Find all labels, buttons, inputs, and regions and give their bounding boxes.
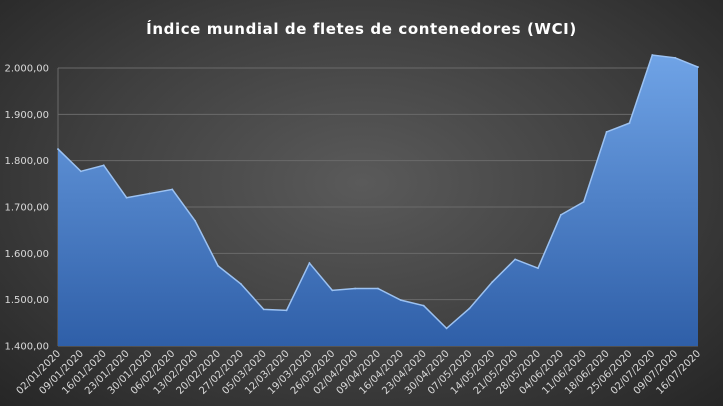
- y-tick-label: 2.000,00: [4, 64, 49, 75]
- data-point: [285, 309, 288, 312]
- series-area: [57, 54, 699, 346]
- data-point: [102, 164, 105, 167]
- data-point: [468, 307, 471, 310]
- data-point: [79, 170, 82, 173]
- data-point: [331, 289, 334, 292]
- data-point: [125, 196, 128, 199]
- data-point: [377, 287, 379, 290]
- data-point: [697, 66, 699, 68]
- area-fill: [58, 55, 698, 346]
- data-point: [171, 188, 174, 191]
- data-point: [559, 213, 562, 216]
- data-point: [239, 283, 242, 285]
- data-point: [674, 56, 677, 59]
- data-point: [217, 264, 219, 267]
- y-tick-label: 1.500,00: [4, 295, 49, 306]
- y-tick-label: 1.600,00: [4, 249, 49, 260]
- data-point: [445, 327, 448, 330]
- y-tick-label: 1.400,00: [4, 342, 49, 353]
- y-tick-label: 1.800,00: [4, 156, 49, 167]
- y-tick-label: 1.900,00: [4, 110, 49, 121]
- data-point: [57, 148, 59, 150]
- data-point: [491, 281, 494, 283]
- data-point: [422, 304, 425, 307]
- data-point: [537, 267, 539, 270]
- data-point: [628, 122, 631, 125]
- data-point: [194, 220, 197, 222]
- data-point: [514, 258, 517, 261]
- data-point: [148, 192, 151, 195]
- data-point: [262, 308, 265, 311]
- y-tick-label: 1.700,00: [4, 203, 49, 214]
- data-point: [354, 287, 357, 290]
- chart-title: Índice mundial de fletes de contenedores…: [146, 20, 577, 38]
- data-point: [582, 201, 585, 203]
- y-axis: 1.400,00 1.500,00 1.600,00 1.700,00 1.800,00…: [4, 64, 49, 353]
- data-point: [308, 262, 311, 264]
- data-point: [651, 54, 654, 56]
- data-point: [399, 299, 402, 302]
- data-point: [605, 131, 608, 133]
- x-axis: 02/01/202009/01/202016/01/202023/01/2020…: [15, 348, 704, 397]
